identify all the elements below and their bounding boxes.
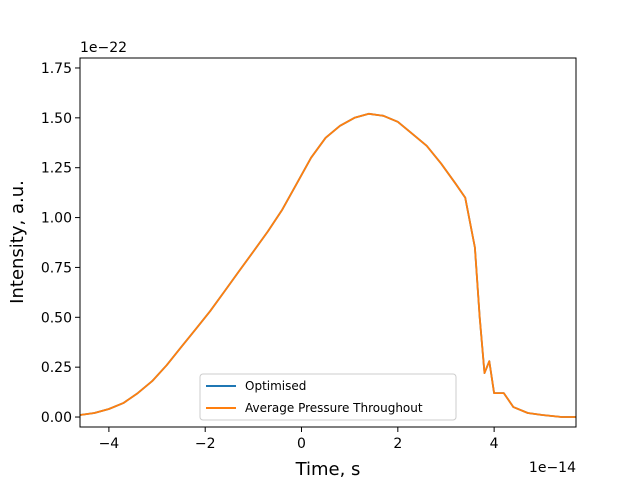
y-ticks: 0.00 0.25 0.50 0.75 1.00 1.25 1.50 1.75 <box>41 61 80 426</box>
y-tick-label: 1.50 <box>41 111 72 127</box>
y-tick-label: 1.25 <box>41 161 72 177</box>
legend-label-average-pressure: Average Pressure Throughout <box>245 401 423 415</box>
x-tick-label: 4 <box>490 436 499 452</box>
x-axis-label: Time, s <box>295 459 361 480</box>
series-line-average-pressure <box>79 112 576 418</box>
y-offset-label: 1e−22 <box>80 40 127 56</box>
x-ticks: −4 −2 0 2 4 <box>99 427 499 452</box>
legend-label-optimised: Optimised <box>245 379 306 393</box>
axes-background <box>80 58 576 427</box>
y-axis-label: Intensity, a.u. <box>7 180 28 304</box>
x-tick-label: −2 <box>195 436 216 452</box>
y-tick-label: 0.00 <box>41 410 72 426</box>
x-offset-label: 1e−14 <box>529 460 576 476</box>
plot-area <box>79 57 577 428</box>
y-tick-label: 1.00 <box>41 211 72 227</box>
y-tick-label: 0.50 <box>41 310 72 326</box>
axes-frame <box>79 57 577 428</box>
x-tick-label: 2 <box>393 436 402 452</box>
x-tick-label: 0 <box>297 436 306 452</box>
series-layer <box>79 112 576 418</box>
y-tick-label: 0.75 <box>41 260 72 276</box>
y-tick-label: 1.75 <box>41 61 72 77</box>
legend-box <box>199 373 457 421</box>
x-tick-label: −4 <box>99 436 120 452</box>
legend: Optimised Average Pressure Throughout <box>199 373 457 421</box>
y-tick-label: 0.25 <box>41 360 72 376</box>
